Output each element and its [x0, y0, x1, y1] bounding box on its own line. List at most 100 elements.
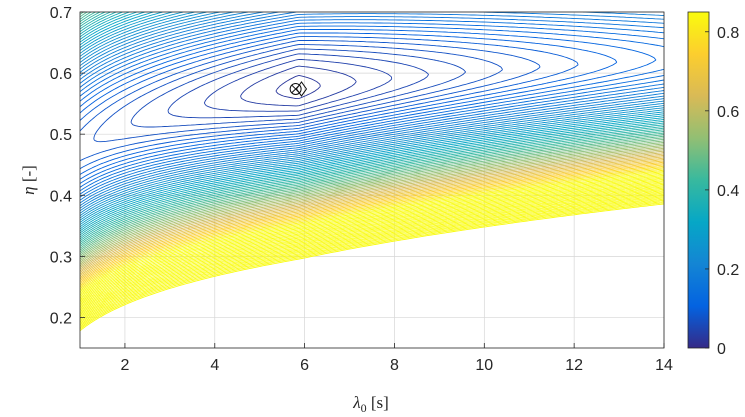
y-tick-label: 0.3 — [50, 249, 72, 266]
contour-line — [167, 53, 429, 119]
colorbar-tick-label: 0.8 — [717, 25, 739, 42]
minimum-marker-diamond — [295, 81, 308, 97]
contour-line — [80, 12, 664, 242]
contour-line — [80, 159, 664, 278]
y-tick-label: 0.4 — [50, 188, 72, 205]
contour-line — [80, 12, 664, 236]
contour-line — [80, 12, 664, 253]
contour-line — [130, 48, 467, 128]
contour-line — [80, 185, 664, 310]
y-tick-label: 0.5 — [50, 127, 72, 144]
x-tick-label: 4 — [210, 357, 219, 374]
contour-line — [80, 12, 664, 226]
contour-line — [80, 195, 664, 321]
x-axis-label: λ0 [s] — [352, 393, 389, 415]
contour-line — [80, 201, 664, 329]
contour-line — [80, 150, 664, 268]
contour-line — [80, 36, 579, 170]
contour-line — [80, 144, 664, 262]
y-axis-ticks: 0.2 0.3 0.4 0.5 0.6 0.7 — [50, 5, 85, 327]
contour-line — [80, 12, 664, 238]
contour-line — [93, 44, 503, 143]
contour-line — [80, 154, 664, 273]
x-tick-label: 6 — [300, 357, 309, 374]
y-axis-label: η [-] — [19, 165, 38, 195]
plot-frame — [79, 11, 665, 349]
contour-line — [80, 12, 664, 207]
x-tick-label: 10 — [475, 357, 493, 374]
contour-line — [80, 197, 664, 324]
contour-line — [80, 199, 664, 327]
contour-line — [80, 183, 664, 308]
contour-line — [80, 140, 664, 256]
colorbar-ticks: 0 0.2 0.4 0.6 0.8 — [705, 25, 739, 358]
contour-line — [80, 168, 664, 290]
contour-line — [80, 12, 664, 249]
contour-line — [80, 12, 664, 228]
contour-line — [80, 39, 541, 162]
contour-line — [80, 25, 664, 184]
contour-line — [80, 157, 664, 277]
contour-line — [80, 167, 664, 288]
contour-line — [80, 161, 664, 282]
contour-line — [80, 165, 664, 286]
contour-line — [80, 12, 664, 201]
contour-line — [80, 182, 664, 307]
contour-line — [80, 173, 664, 296]
contour-line — [240, 65, 357, 107]
contour-line — [80, 153, 664, 272]
contour-line — [80, 149, 664, 267]
minimum-markers — [289, 81, 308, 97]
contour-line — [275, 74, 321, 100]
colorbar-tick-label: 0.6 — [717, 104, 739, 121]
contour-line — [80, 177, 664, 300]
contour-line — [80, 193, 664, 320]
contour-line — [80, 188, 664, 314]
colorbar-tick-label: 0.4 — [717, 183, 739, 200]
contour-line — [80, 169, 664, 291]
contour-line — [80, 12, 664, 240]
contour-line — [80, 171, 664, 293]
contour-line — [80, 12, 664, 217]
contour-line — [80, 12, 664, 230]
contour-line — [80, 12, 664, 247]
colorbar-tick-label: 0.2 — [717, 262, 739, 279]
y-tick-label: 0.7 — [50, 5, 72, 22]
contour-line — [80, 198, 664, 326]
contour-line — [80, 12, 664, 219]
contour-line — [80, 29, 657, 180]
contour-line — [80, 146, 664, 263]
contour-line — [80, 12, 664, 221]
colorbar-tick-label: 0 — [717, 341, 726, 358]
y-tick-label: 0.6 — [50, 66, 72, 83]
contour-line — [203, 58, 393, 112]
contour-line — [80, 174, 664, 297]
contour-line — [80, 160, 664, 280]
colorbar — [687, 11, 710, 349]
contour-line — [80, 12, 664, 212]
contour-line — [80, 12, 664, 246]
contour-line — [80, 181, 664, 305]
contour-line — [80, 12, 664, 223]
contour-lines — [80, 12, 664, 332]
contour-line — [80, 12, 664, 204]
contour-line — [80, 32, 618, 175]
x-tick-label: 12 — [565, 357, 583, 374]
contour-line — [80, 12, 664, 214]
contour-line — [80, 143, 664, 260]
contour-line — [80, 203, 664, 332]
contour-line — [80, 187, 664, 313]
contour-line — [80, 138, 664, 255]
contour-line — [80, 191, 664, 317]
contour-line — [80, 16, 664, 195]
contour-line — [80, 163, 664, 283]
contour-line — [80, 156, 664, 275]
contour-line — [80, 178, 664, 302]
x-tick-label: 14 — [655, 357, 673, 374]
contour-line — [80, 12, 664, 209]
x-tick-label: 8 — [390, 357, 399, 374]
contour-line — [80, 19, 664, 192]
x-tick-label: 2 — [120, 357, 129, 374]
y-tick-label: 0.2 — [50, 310, 72, 327]
